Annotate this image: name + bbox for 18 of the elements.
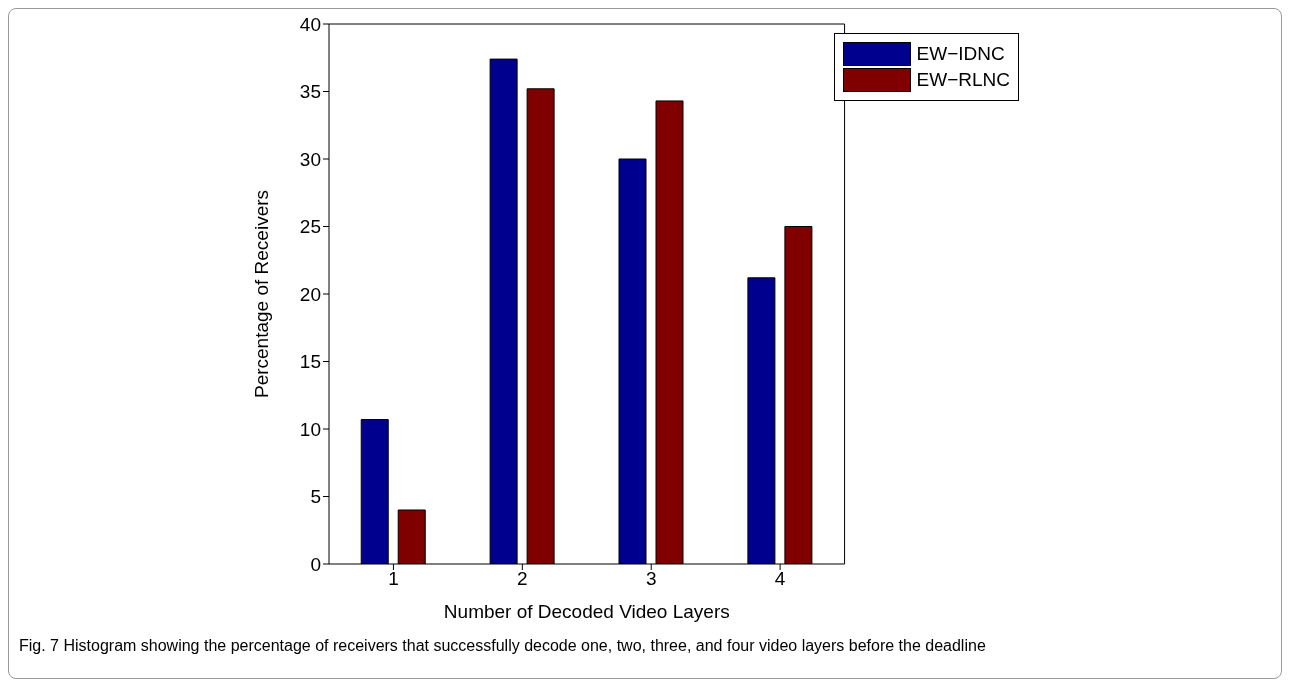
caption: Fig. 7 Histogram showing the percentage of receivers that successfully decode one, two, three, and four video layers before the deadline — [19, 637, 986, 655]
x-tick-label: 1 — [388, 568, 399, 590]
y-tick-label: 30 — [299, 148, 321, 170]
x-tick-label: 3 — [645, 568, 657, 590]
x-tick-label: 4 — [774, 568, 786, 590]
x-axis-title: Number of Decoded Video Layers — [443, 601, 730, 622]
y-tick-label: 35 — [299, 81, 321, 103]
y-tick-label: 25 — [299, 216, 321, 238]
legend-label: EW−IDNC — [916, 43, 1005, 65]
y-axis-title: Percentage of Receivers — [250, 189, 272, 399]
y-tick-label: 5 — [310, 486, 321, 508]
legend-label: EW−RLNC — [916, 69, 1010, 91]
y-tick-label: 0 — [310, 553, 321, 575]
y-tick-label: 20 — [299, 283, 321, 305]
y-tick-label: 15 — [299, 351, 321, 373]
y-tick-label: 10 — [299, 418, 321, 440]
x-tick-label: 2 — [517, 568, 528, 590]
y-tick-label: 40 — [299, 13, 321, 35]
